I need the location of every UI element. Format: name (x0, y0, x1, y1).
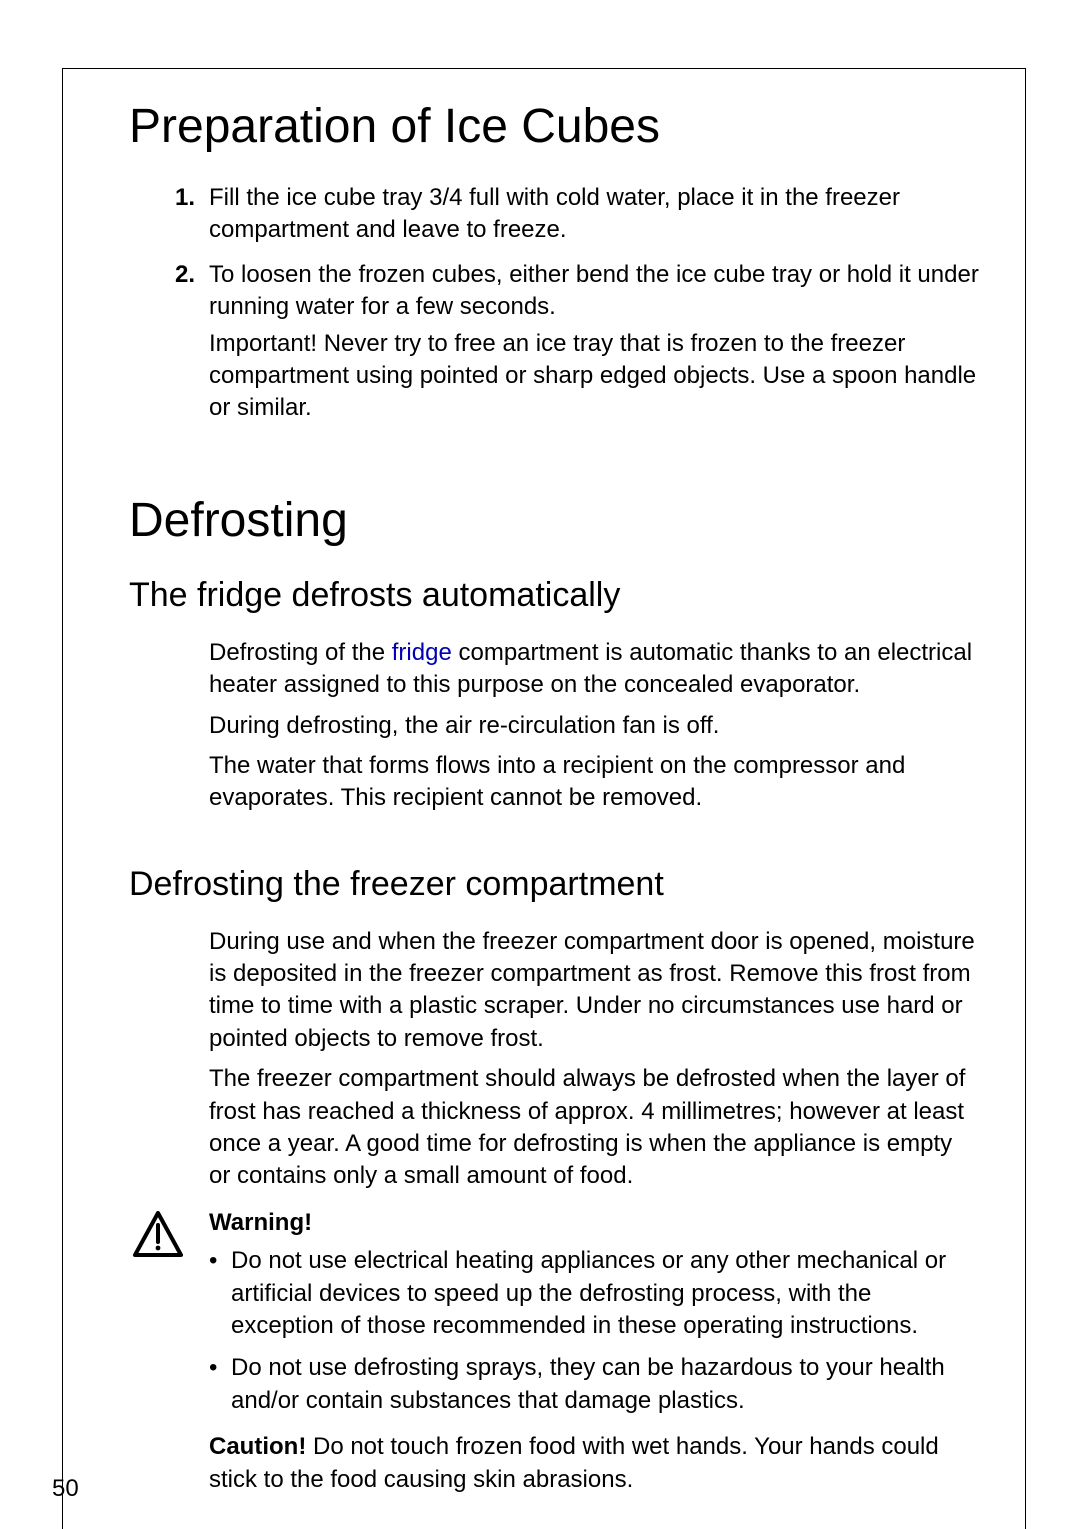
list-item: • Do not use electrical heating applianc… (209, 1245, 975, 1342)
heading-ice-cubes: Preparation of Ice Cubes (129, 99, 985, 154)
step-important-note: Important! Never try to free an ice tray… (209, 328, 985, 425)
subheading-freezer-defrost: Defrosting the freezer compartment (129, 865, 985, 904)
ice-cubes-steps: 1. Fill the ice cube tray 3/4 full with … (175, 182, 985, 425)
paragraph: During defrosting, the air re-circulatio… (209, 710, 975, 742)
text-span: Defrosting of the (209, 639, 392, 666)
freezer-defrost-paragraphs: During use and when the freezer compartm… (209, 926, 975, 1193)
fridge-keyword: fridge (392, 639, 452, 666)
step-text: Fill the ice cube tray 3/4 full with col… (209, 182, 985, 247)
warning-item-text: Do not use electrical heating appliances… (231, 1245, 975, 1342)
paragraph: Defrosting of the fridge compartment is … (209, 637, 975, 702)
paragraph: The water that forms flows into a recipi… (209, 750, 975, 815)
warning-content: Warning! • Do not use electrical heating… (209, 1207, 975, 1427)
list-item: • Do not use defrosting sprays, they can… (209, 1352, 975, 1417)
warning-item-text: Do not use defrosting sprays, they can b… (231, 1352, 975, 1417)
warning-icon-slot (103, 1207, 209, 1257)
caution-text: Do not touch frozen food with wet hands.… (209, 1433, 939, 1492)
step-main-text: To loosen the frozen cubes, either bend … (209, 261, 979, 320)
page-number: 50 (52, 1475, 79, 1503)
fridge-auto-paragraphs: Defrosting of the fridge compartment is … (209, 637, 975, 815)
caution-label: Caution! (209, 1433, 306, 1460)
list-item: 1. Fill the ice cube tray 3/4 full with … (175, 182, 985, 247)
paragraph: During use and when the freezer compartm… (209, 926, 975, 1056)
step-number: 2. (175, 259, 205, 425)
list-item: 2. To loosen the frozen cubes, either be… (175, 259, 985, 425)
warning-block: Warning! • Do not use electrical heating… (103, 1207, 985, 1427)
warning-icon (133, 1211, 183, 1257)
warning-list: • Do not use electrical heating applianc… (209, 1245, 975, 1417)
step-text: To loosen the frozen cubes, either bend … (209, 259, 985, 425)
step-number: 1. (175, 182, 205, 247)
heading-defrosting: Defrosting (129, 493, 985, 548)
bullet-icon: • (209, 1352, 231, 1417)
paragraph: The freezer compartment should always be… (209, 1063, 975, 1193)
bullet-icon: • (209, 1245, 231, 1342)
page-content-frame: Preparation of Ice Cubes 1. Fill the ice… (62, 68, 1026, 1529)
caution-block: Caution! Do not touch frozen food with w… (209, 1431, 975, 1496)
warning-title: Warning! (209, 1207, 975, 1239)
subheading-fridge-auto: The fridge defrosts automatically (129, 576, 985, 615)
